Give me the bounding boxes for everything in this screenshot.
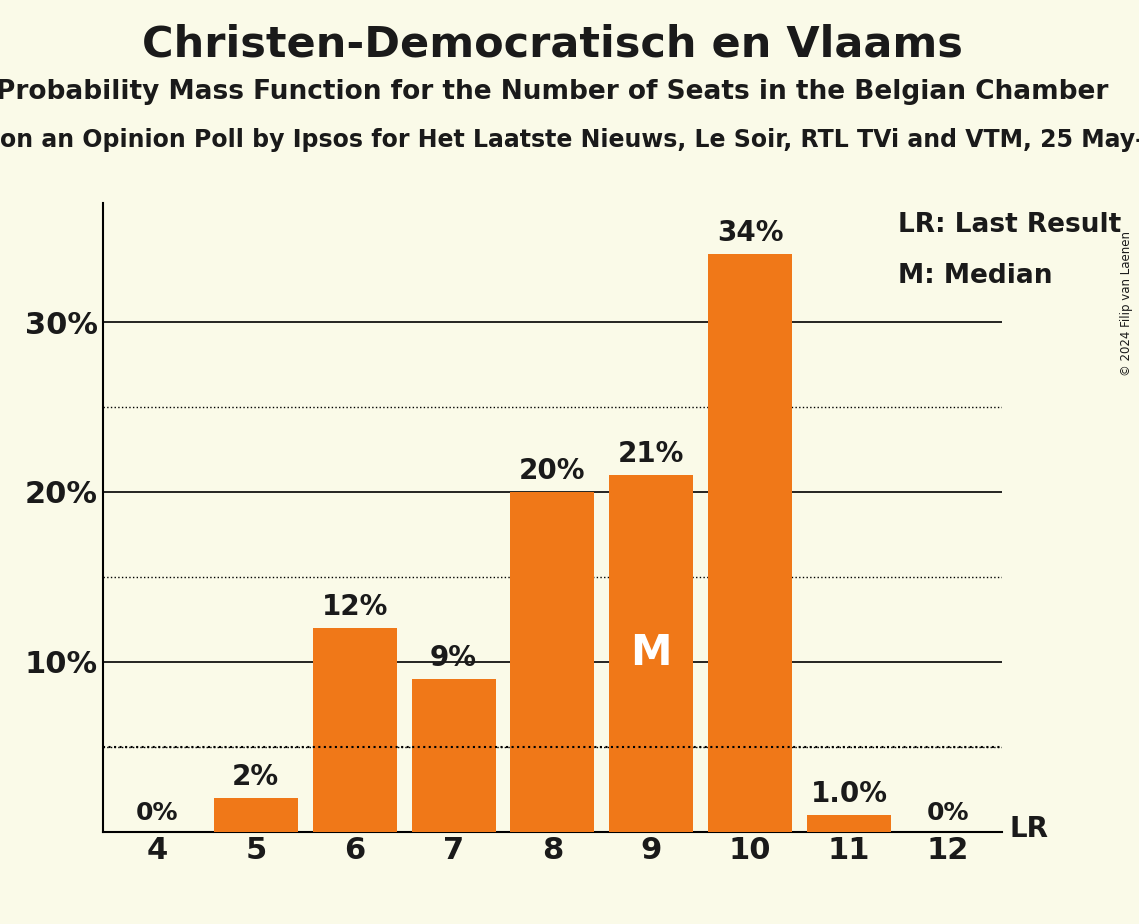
Text: Probability Mass Function for the Number of Seats in the Belgian Chamber: Probability Mass Function for the Number… <box>0 79 1108 104</box>
Text: 20%: 20% <box>519 457 585 485</box>
Text: © 2024 Filip van Laenen: © 2024 Filip van Laenen <box>1121 231 1133 376</box>
Text: M: M <box>631 632 672 675</box>
Text: 9%: 9% <box>431 644 477 672</box>
Text: Christen-Democratisch en Vlaams: Christen-Democratisch en Vlaams <box>142 23 962 65</box>
Text: 2%: 2% <box>232 763 279 791</box>
Text: M: Median: M: Median <box>899 262 1052 288</box>
Bar <box>312 627 396 832</box>
Text: 0%: 0% <box>136 801 178 825</box>
Text: 0%: 0% <box>927 801 969 825</box>
Text: LR: LR <box>1009 815 1048 844</box>
Bar <box>808 815 891 832</box>
Bar <box>411 679 495 832</box>
Bar <box>510 492 595 832</box>
Bar <box>708 254 793 832</box>
Text: on an Opinion Poll by Ipsos for Het Laatste Nieuws, Le Soir, RTL TVi and VTM, 25: on an Opinion Poll by Ipsos for Het Laat… <box>0 128 1139 152</box>
Bar <box>609 475 694 832</box>
Text: LR: Last Result: LR: Last Result <box>899 212 1122 237</box>
Text: 1.0%: 1.0% <box>811 780 887 808</box>
Text: 34%: 34% <box>716 219 784 248</box>
Text: 12%: 12% <box>321 593 388 621</box>
Text: 21%: 21% <box>618 440 685 468</box>
Bar <box>214 797 297 832</box>
